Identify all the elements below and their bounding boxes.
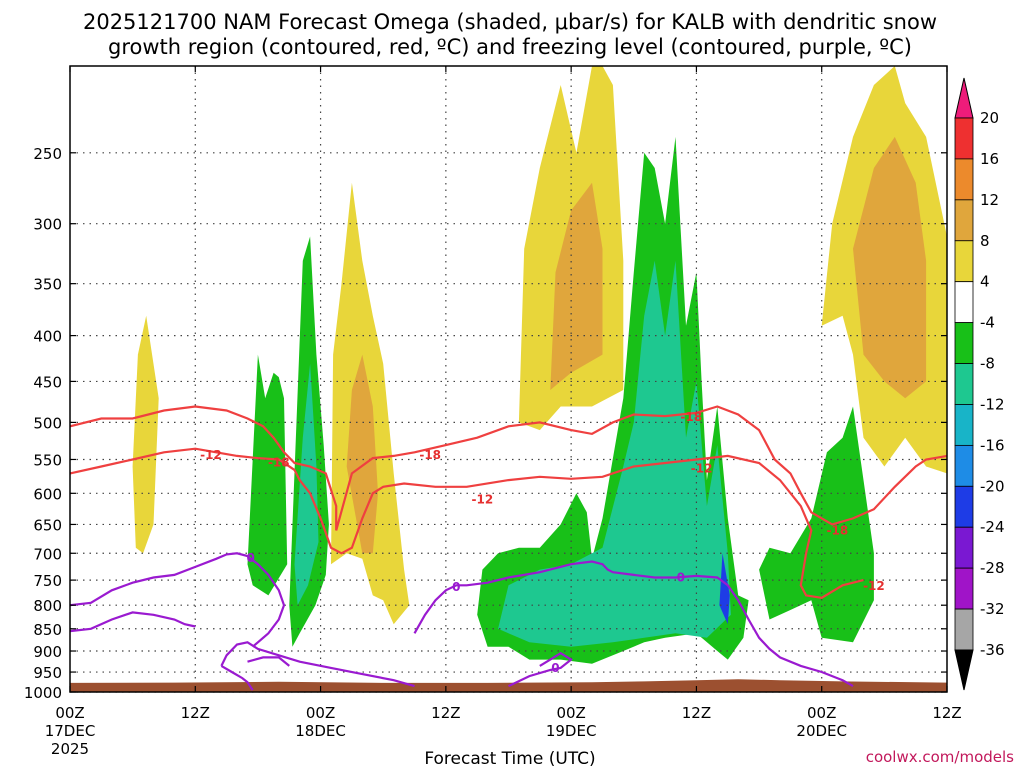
dgz-label-3: -12	[472, 493, 494, 507]
colorbar-label-5: -4	[980, 314, 995, 332]
x-date-label-4: 19DEC	[546, 722, 597, 740]
omega-ascent-peak-19dec	[719, 553, 730, 625]
freezing-contour-6	[508, 651, 574, 688]
y-tick-label-500: 500	[33, 414, 62, 432]
x-tick-label-0: 00Z	[55, 704, 84, 722]
colorbar-label-0: 20	[980, 109, 999, 127]
x-axis-label: Forecast Time (UTC)	[424, 749, 595, 768]
x-date-label-0: 17DEC	[45, 722, 96, 740]
axis-layer: 250 300 350 400 450 500 550 600 650 700 750 800 850 9…	[24, 66, 962, 758]
y-tick-label-650: 650	[33, 516, 62, 534]
x-date-label-2: 18DEC	[295, 722, 346, 740]
freezing-contour-3	[220, 664, 254, 691]
omega-shading-layer	[132, 66, 947, 664]
colorbar-label-8: -16	[980, 436, 1005, 454]
y-tick-label-350: 350	[33, 276, 62, 294]
colorbar-bin-1	[954, 158, 974, 201]
colorbar-bin-5	[954, 322, 974, 364]
y-tick-label-550: 550	[33, 451, 62, 469]
omega-descent-12z-17dec	[132, 315, 159, 554]
freezing-contour-2	[220, 641, 415, 688]
colorbar-bin-11	[954, 567, 974, 610]
colorbar-bin-2	[954, 199, 974, 242]
colorbar-bin-0	[954, 117, 974, 160]
chart-title-line-2: growth region (contoured, red, ºC) and f…	[108, 35, 912, 59]
y-tick-label-1000: 1000	[24, 684, 62, 702]
colorbar: 20 16 12 8 4 -4 -8 -12 -16 -20 -24 -28 -32 -36	[954, 77, 1005, 691]
dgz-label-4: -18	[680, 410, 702, 424]
colorbar-label-6: -8	[980, 355, 995, 373]
x-tick-label-3: 12Z	[431, 704, 460, 722]
dgz-label-0: -12	[200, 448, 222, 462]
y-tick-label-900: 900	[33, 643, 62, 661]
freezing-contour-1	[69, 611, 196, 633]
freezing-label-3: 0	[551, 661, 559, 675]
omega-ascent-core-00z-18dec	[294, 363, 319, 606]
grid-layer	[70, 66, 947, 693]
contour-layer	[69, 405, 948, 691]
colorbar-bin-8	[954, 444, 974, 487]
dgz-label-7: -12	[863, 579, 885, 593]
x-tick-label-2: 00Z	[306, 704, 335, 722]
colorbar-bin-7	[954, 404, 974, 446]
colorbar-bin-12	[954, 608, 974, 651]
omega-descent-core-06z-18dec	[346, 354, 378, 554]
freezing-contour-0	[69, 552, 286, 648]
freezing-contour-4	[247, 656, 290, 667]
colorbar-label-1: 16	[980, 150, 999, 168]
colorbar-bin-9	[954, 485, 974, 528]
freezing-contour-5	[413, 560, 854, 688]
x-tick-label-1: 12Z	[181, 704, 210, 722]
freezing-label-2: 0	[677, 571, 685, 585]
dgz-label-5: -12	[691, 462, 713, 476]
omega-descent-core-18z-18dec	[550, 182, 603, 390]
colorbar-label-7: -12	[980, 395, 1005, 413]
dgz-label-1: -18	[268, 455, 290, 469]
omega-descent-core-20dec	[853, 136, 927, 399]
colorbar-label-9: -20	[980, 477, 1005, 495]
contour-label-layer: -12 -18 -18 -12 -18 -12 -18 -12 0 0 0 0	[200, 410, 885, 675]
colorbar-label-11: -28	[980, 559, 1005, 577]
y-tick-label-250: 250	[33, 145, 62, 163]
y-tick-label-300: 300	[33, 216, 62, 234]
y-tick-label-850: 850	[33, 621, 62, 639]
colorbar-bin-4	[954, 281, 974, 324]
y-tick-label-400: 400	[33, 328, 62, 346]
plot-frame	[69, 65, 948, 693]
colorbar-bin-3	[954, 240, 974, 283]
colorbar-bin-6	[954, 363, 974, 405]
y-tick-label-950: 950	[33, 664, 62, 682]
freezing-label-0: 0	[246, 551, 254, 565]
omega-ascent-20dec	[759, 406, 874, 643]
x-tick-label-5: 12Z	[682, 704, 711, 722]
y-tick-label-450: 450	[33, 373, 62, 391]
dgz-contour--12-0	[69, 447, 864, 599]
dgz-label-2: -18	[419, 448, 441, 462]
omega-ascent-core-19dec	[498, 260, 731, 647]
x-tick-label-4: 00Z	[556, 704, 585, 722]
colorbar-bin-10	[954, 526, 974, 569]
x-year-label-0: 2025	[51, 740, 89, 758]
dgz-label-6: -18	[827, 523, 849, 537]
colorbar-label-3: 8	[980, 232, 990, 250]
chart-title-line-1: 2025121700 NAM Forecast Omega (shaded, μ…	[83, 10, 937, 34]
dgz-contour--18-1	[69, 405, 948, 531]
colorbar-label-10: -24	[980, 518, 1005, 536]
colorbar-label-4: 4	[980, 273, 990, 291]
colorbar-label-12: -32	[980, 600, 1005, 618]
x-date-label-6: 20DEC	[796, 722, 847, 740]
freezing-label-1: 0	[452, 580, 460, 594]
x-tick-label-7: 12Z	[932, 704, 961, 722]
x-tick-label-6: 00Z	[807, 704, 836, 722]
y-tick-label-750: 750	[33, 572, 62, 590]
y-tick-label-600: 600	[33, 485, 62, 503]
y-tick-label-700: 700	[33, 545, 62, 563]
omega-ascent-18z-17dec	[247, 354, 288, 596]
credit-text[interactable]: coolwx.com/models	[866, 748, 1014, 766]
colorbar-label-13: -36	[980, 641, 1005, 659]
colorbar-bottom-arrow	[954, 649, 974, 691]
y-tick-label-800: 800	[33, 597, 62, 615]
colorbar-label-2: 12	[980, 191, 999, 209]
